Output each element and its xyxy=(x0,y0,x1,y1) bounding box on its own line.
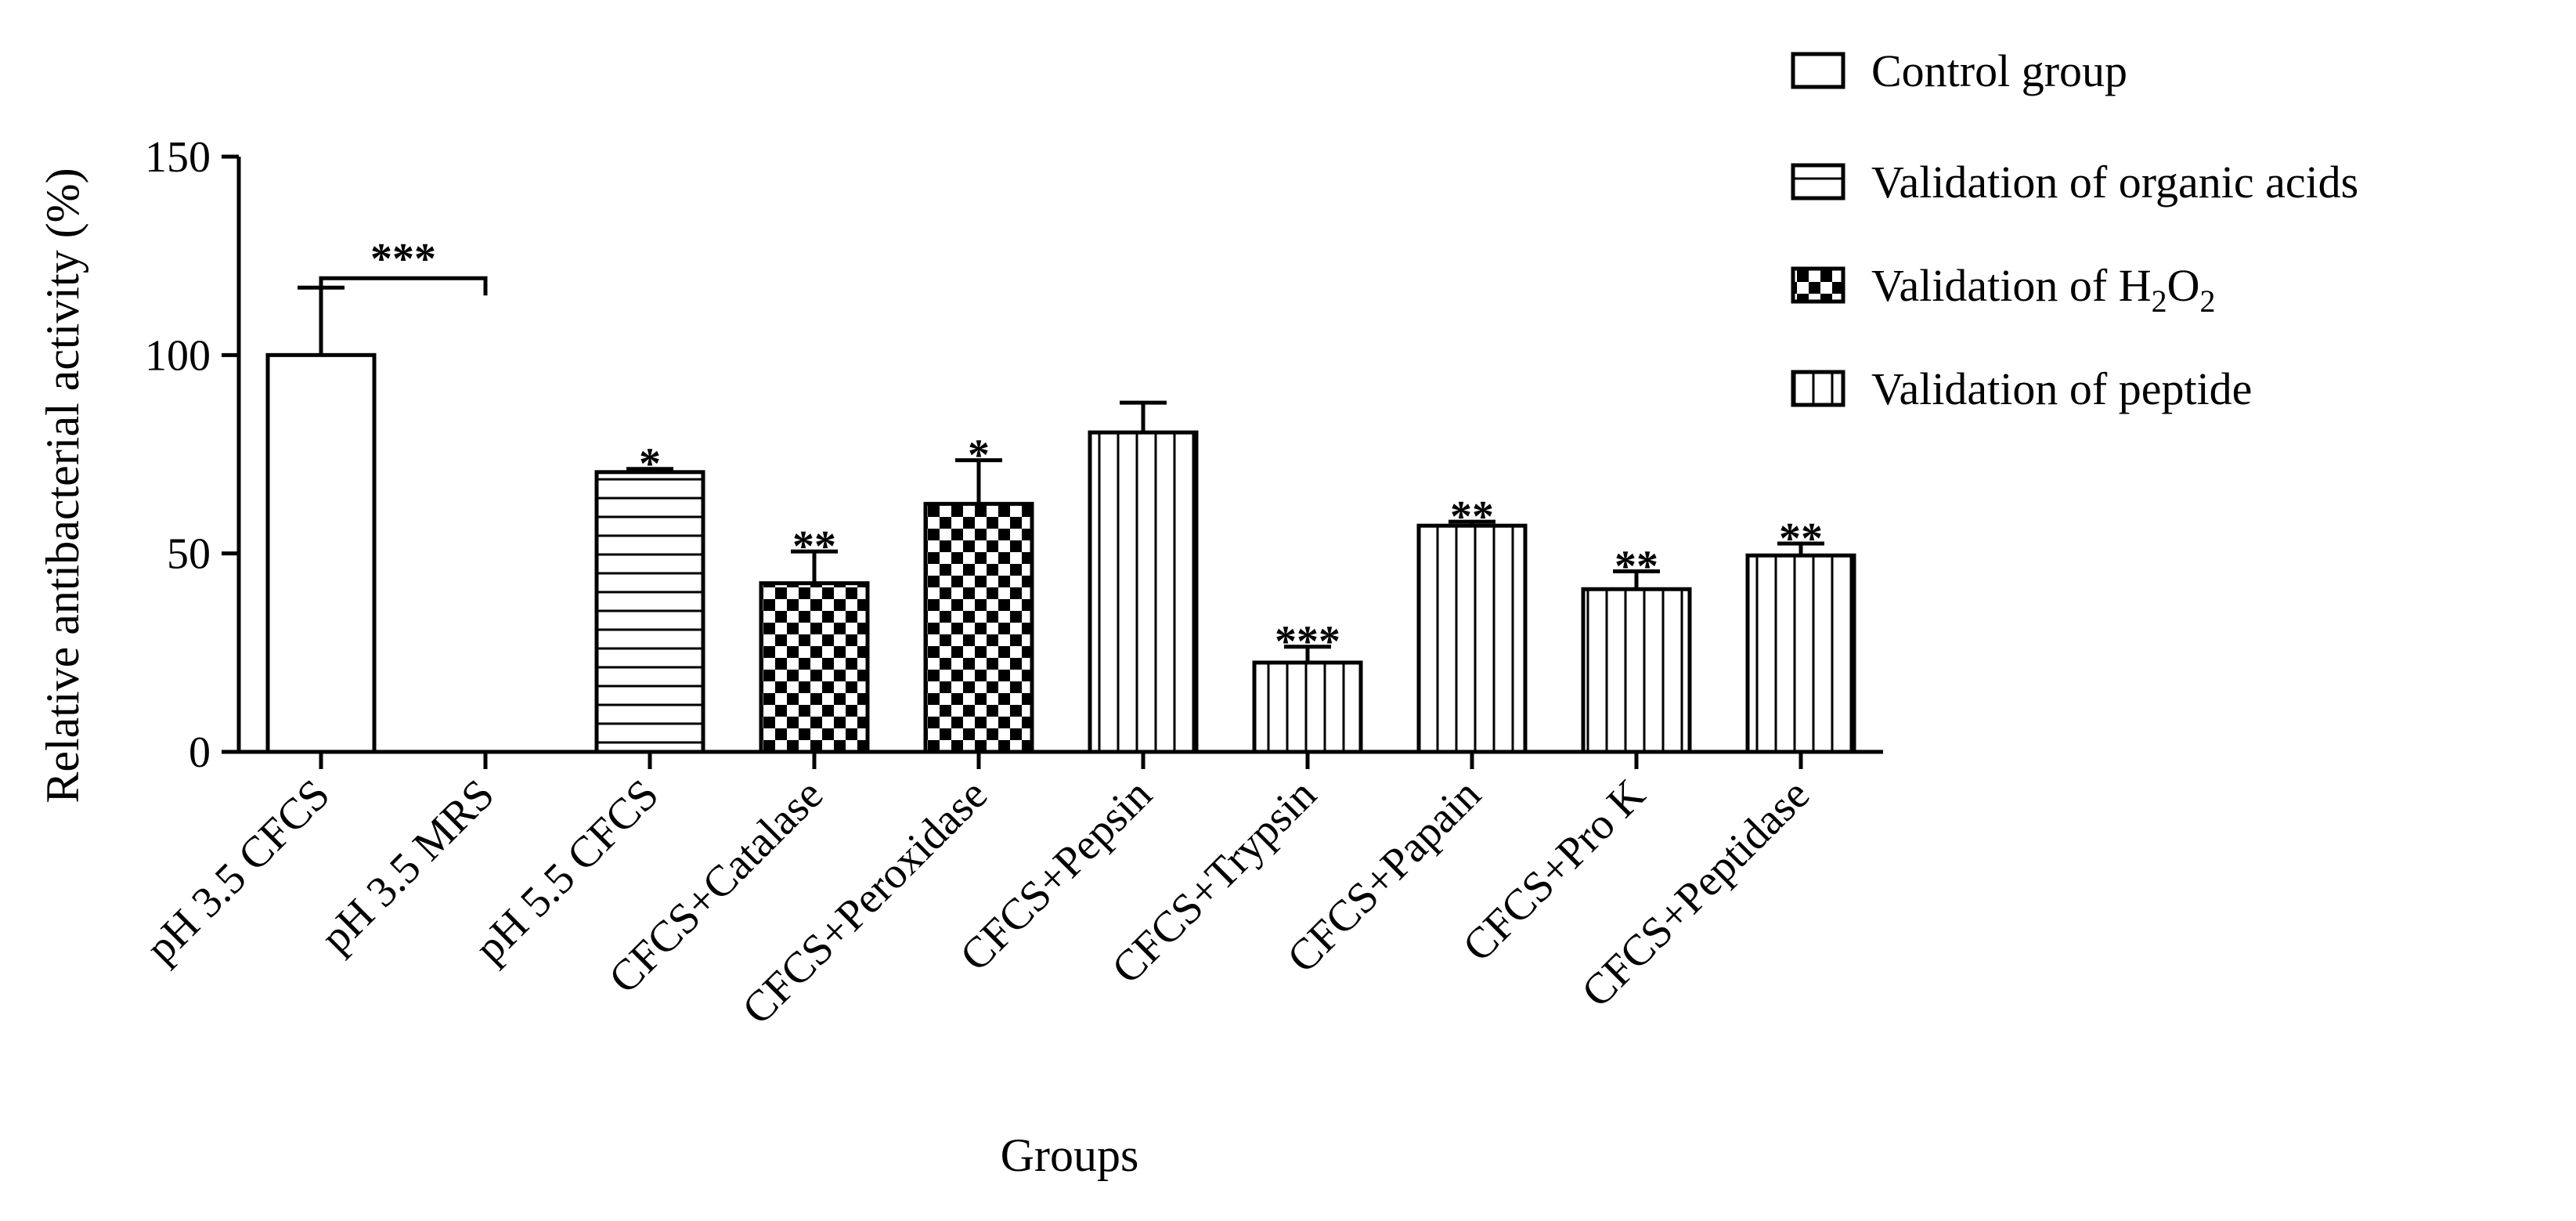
legend-swatch-h2o2 xyxy=(1791,266,1845,304)
legend-h2o2-sub2: 2 xyxy=(2200,284,2216,319)
legend-swatch-organic-acids xyxy=(1791,163,1845,200)
bar xyxy=(1252,660,1363,754)
significance-bracket xyxy=(319,276,488,296)
legend: Control group Validation of organic acid… xyxy=(1791,45,2358,414)
axes: 0 50 100 150 xyxy=(145,133,1883,777)
bar xyxy=(1088,430,1199,754)
category-label: pH 3.5 CFCS xyxy=(137,770,339,972)
legend-swatch-peptide xyxy=(1791,370,1845,407)
y-tick-label: 50 xyxy=(167,530,211,579)
y-tick-label: 0 xyxy=(189,728,211,777)
significance-label: * xyxy=(968,432,990,480)
bar xyxy=(594,470,705,754)
bar xyxy=(1416,523,1528,754)
legend-h2o2-prefix: Validation of H xyxy=(1871,260,2152,311)
bracket-label: *** xyxy=(370,235,436,284)
significance-label: ** xyxy=(1615,542,1658,591)
bar xyxy=(759,581,870,754)
bar xyxy=(265,352,377,754)
bar xyxy=(923,501,1034,754)
significance-label: ** xyxy=(1450,493,1494,541)
significance-label: * xyxy=(639,440,661,489)
y-axis-title: Relative antibacterial activity (%) xyxy=(37,168,88,803)
bars-group: **************** xyxy=(265,235,1856,754)
significance-label: ** xyxy=(792,522,836,571)
bar xyxy=(1581,587,1692,754)
legend-label-organic-acids: Validation of organic acids xyxy=(1871,157,2358,208)
y-tick-label: 100 xyxy=(145,331,211,380)
x-axis-title: Groups xyxy=(1001,1129,1139,1181)
legend-h2o2-mid: O xyxy=(2167,260,2200,311)
y-tick-label: 150 xyxy=(145,133,211,182)
legend-swatch-control xyxy=(1791,52,1845,89)
significance-label: *** xyxy=(1275,618,1340,666)
legend-h2o2-sub1: 2 xyxy=(2152,284,2167,319)
legend-label-peptide: Validation of peptide xyxy=(1871,363,2252,414)
legend-label-control: Control group xyxy=(1871,45,2127,96)
legend-label-h2o2: Validation of H2O2 xyxy=(1871,260,2216,319)
bar xyxy=(1745,553,1856,754)
significance-label: ** xyxy=(1779,515,1823,563)
